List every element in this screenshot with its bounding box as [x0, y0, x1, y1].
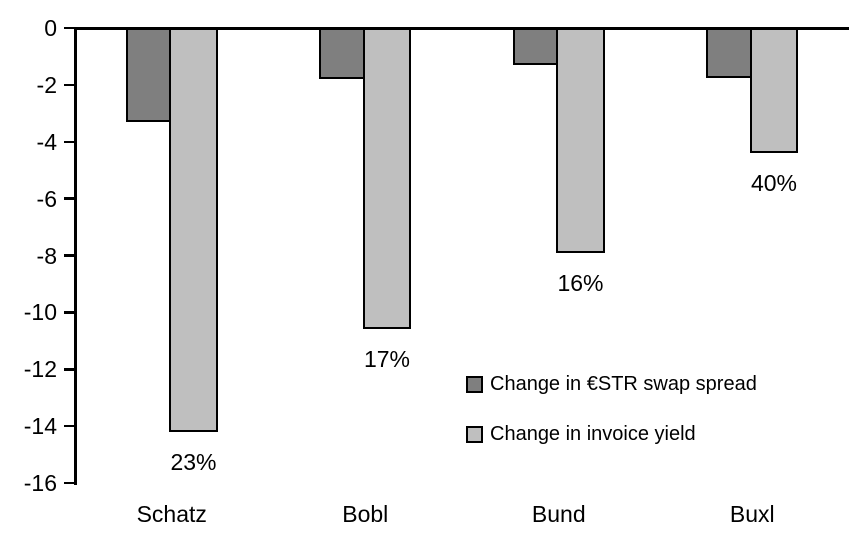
bar-invoice-yield-buxl	[749, 26, 799, 154]
x-axis-category-label-bobl: Bobl	[342, 501, 389, 527]
y-axis-tick	[64, 424, 75, 428]
bar-invoice-yield-bobl	[362, 26, 412, 330]
y-axis-tick-label: -6	[36, 185, 57, 212]
y-axis-tick	[64, 311, 75, 314]
y-axis-tick	[64, 254, 75, 257]
y-axis-tick-label: 0	[44, 15, 57, 41]
y-axis-tick	[64, 368, 75, 371]
x-axis-category-label-schatz: Schatz	[136, 501, 207, 527]
legend-label-invoice-yield: Change in invoice yield	[490, 422, 696, 445]
bar-value-label-bund: 16%	[557, 269, 604, 296]
bar-estr-swap-spread-bund	[512, 26, 559, 65]
bar-value-label-buxl: 40%	[750, 170, 798, 197]
y-axis-tick-label: -8	[36, 242, 57, 269]
legend-swatch-estr-swap-spread	[466, 375, 483, 393]
bar-estr-swap-spread-bobl	[319, 26, 366, 80]
bar-estr-swap-spread-schatz	[125, 26, 172, 122]
bar-estr-swap-spread-buxl	[706, 26, 753, 78]
legend-swatch-invoice-yield	[466, 425, 483, 443]
y-axis-tick	[64, 481, 75, 485]
y-axis-tick	[64, 83, 75, 87]
y-axis-tick-label: -14	[23, 413, 57, 440]
x-axis-zero-line	[73, 26, 849, 30]
y-axis-tick-label: -10	[23, 299, 57, 326]
legend-item-invoice-yield: Change in invoice yield	[466, 422, 757, 446]
legend-label-estr-swap-spread: Change in €STR swap spread	[490, 372, 757, 395]
y-axis-tick-label: -2	[36, 71, 57, 98]
y-axis-tick-label: -12	[23, 356, 57, 383]
x-axis-category-label-buxl: Buxl	[729, 501, 775, 527]
bar-invoice-yield-schatz	[169, 26, 218, 432]
y-axis-tick	[64, 26, 75, 30]
x-axis-category-label-bund: Bund	[531, 501, 586, 527]
bar-value-label-bobl: 17%	[363, 346, 411, 373]
y-axis-line	[73, 26, 77, 485]
y-axis-tick	[64, 197, 75, 200]
y-axis-tick	[64, 140, 75, 143]
y-axis-tick-label: -16	[23, 470, 57, 496]
legend: Change in €STR swap spread Change in inv…	[466, 372, 757, 472]
y-axis-tick-label: -4	[36, 128, 57, 155]
bar-value-label-schatz: 23%	[170, 448, 217, 475]
legend-item-estr-swap-spread: Change in €STR swap spread	[466, 372, 757, 396]
bar-invoice-yield-bund	[556, 26, 605, 253]
